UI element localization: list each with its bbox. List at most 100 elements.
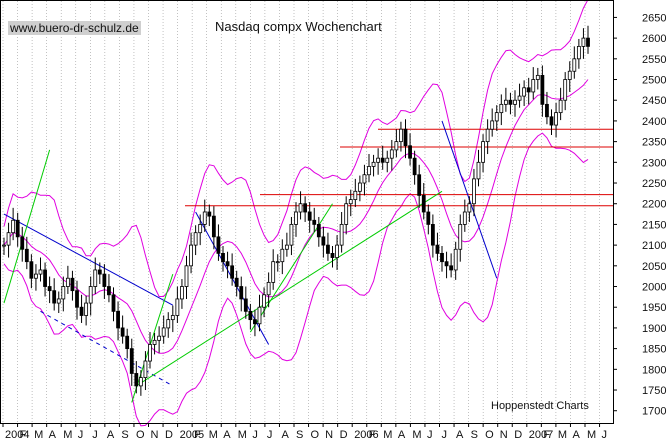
candle-body: [202, 211, 207, 225]
x-tick-label: A: [398, 429, 406, 441]
candle-body: [6, 232, 11, 246]
candle-body: [430, 224, 435, 246]
x-tick-label: J: [267, 429, 273, 441]
candle-body: [412, 157, 417, 176]
candle-body: [394, 141, 399, 151]
candle-body: [20, 236, 25, 250]
candle-body: [472, 178, 476, 205]
y-tick-label: 2250: [642, 178, 666, 190]
x-tick-label: D: [165, 429, 173, 441]
x-tick-label: M: [209, 429, 218, 441]
candle-body: [134, 373, 139, 387]
candle-body: [161, 327, 166, 337]
candle-body: [572, 58, 577, 72]
candle-body: [97, 269, 102, 275]
candle-body: [316, 224, 321, 238]
candle-body: [458, 224, 463, 250]
y-axis: 1700 1750 1800 1850 1900 1950 2000 2050 2100 2150…: [613, 12, 666, 418]
candle-body: [198, 224, 203, 234]
candle-body: [417, 174, 422, 196]
trend-line: [131, 273, 174, 403]
x-tick-label: J: [252, 429, 258, 441]
candle-body: [75, 290, 79, 308]
x-tick-label: O: [485, 429, 494, 441]
candle-body: [339, 224, 344, 246]
gridlines: [2, 1, 600, 423]
candle-body: [403, 128, 408, 147]
candle-body: [93, 269, 98, 287]
candle-body: [444, 261, 449, 267]
y-tick-label: 2600: [642, 33, 666, 45]
candle-body: [449, 265, 454, 271]
candle-body: [421, 195, 426, 213]
candle-body: [239, 286, 244, 300]
x-tick-label: A: [281, 429, 289, 441]
candle-body: [298, 203, 303, 213]
candle-body: [166, 319, 171, 329]
candle-body: [11, 219, 16, 234]
y-tick-label: 2400: [642, 116, 666, 128]
y-tick-label: 1950: [642, 302, 666, 314]
candle-body: [34, 273, 38, 279]
x-tick-label: J: [442, 429, 448, 441]
x-tick-label: D: [514, 429, 522, 441]
y-tick-label: 1900: [642, 323, 666, 335]
bollinger-lower: [3, 132, 589, 427]
y-tick-label: 2200: [642, 199, 666, 211]
x-tick-label: M: [34, 429, 43, 441]
y-tick-label: 1850: [642, 344, 666, 356]
x-tick-label: 2004: [5, 429, 29, 441]
x-tick-label: M: [383, 429, 392, 441]
candle-body: [79, 306, 84, 316]
y-tick-label: 2450: [642, 95, 666, 107]
x-tick-label: F: [194, 429, 201, 441]
candle-body: [193, 232, 198, 246]
candle-body: [70, 277, 75, 292]
candle-body: [125, 335, 130, 350]
candle-body: [321, 236, 326, 246]
candle-body: [38, 269, 43, 275]
candle-body: [143, 360, 148, 379]
x-tick-label: A: [572, 429, 580, 441]
candle-body: [440, 252, 444, 263]
candle-body: [376, 157, 381, 163]
candle-body: [148, 344, 152, 362]
candle-body: [357, 182, 362, 192]
candle-body: [558, 99, 563, 114]
candle-body: [326, 244, 330, 254]
candle-body: [294, 211, 298, 225]
x-tick-label: A: [49, 429, 57, 441]
candle-body: [462, 211, 467, 225]
candle-body: [65, 277, 70, 287]
candle-body: [280, 248, 285, 263]
x-tick-label: S: [121, 429, 128, 441]
bollinger-bands: [3, 0, 589, 427]
candle-body: [2, 244, 6, 247]
x-tick-label: A: [456, 429, 464, 441]
y-tick-label: 2050: [642, 261, 666, 273]
candle-body: [230, 265, 235, 279]
y-tick-label: 2000: [642, 282, 666, 294]
candle-body: [485, 128, 490, 143]
candle-body: [385, 157, 390, 163]
x-tick-label: 2006: [354, 429, 378, 441]
candle-body: [24, 248, 29, 263]
candle-body: [312, 219, 317, 225]
candle-body: [189, 244, 193, 267]
candle-body: [253, 319, 257, 325]
candle-body: [362, 174, 367, 184]
trend-line: [40, 310, 174, 387]
y-tick-label: 2100: [642, 240, 666, 252]
candle-body: [47, 286, 52, 292]
x-tick-label: J: [602, 429, 608, 441]
candle-body: [335, 244, 339, 258]
candle-body: [531, 79, 536, 93]
x-tick-label: M: [412, 429, 421, 441]
y-tick-label: 2650: [642, 12, 666, 24]
x-tick-label: F: [369, 429, 376, 441]
trend-line: [3, 149, 51, 304]
candle-body: [344, 203, 349, 225]
candle-body: [157, 335, 162, 341]
candle-body: [576, 46, 581, 60]
x-tick-label: M: [63, 429, 72, 441]
